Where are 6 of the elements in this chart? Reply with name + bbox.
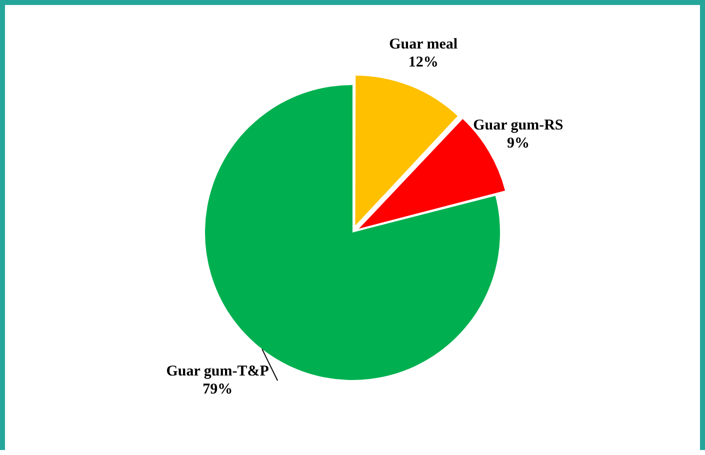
data-label: 12%: [408, 54, 438, 70]
data-label: 9%: [506, 135, 530, 152]
slice-label: Guar gum-T&P: [166, 364, 269, 380]
slice-label: Guar gum-RS: [473, 117, 564, 134]
slice-label: Guar meal: [389, 36, 458, 52]
data-label: 79%: [202, 382, 233, 398]
